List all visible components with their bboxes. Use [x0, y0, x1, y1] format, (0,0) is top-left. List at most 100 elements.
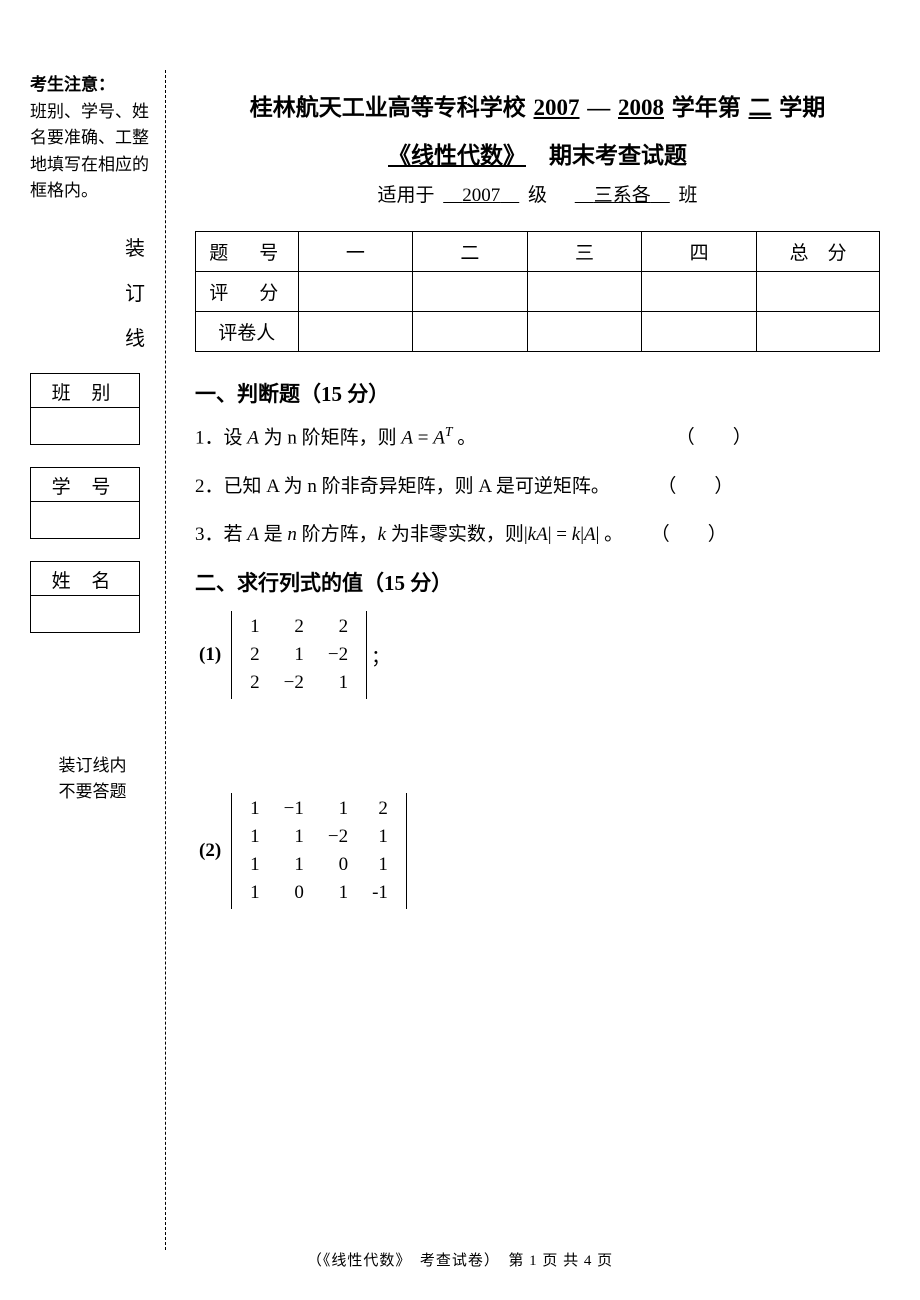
row-label: 评 分: [196, 272, 299, 312]
score-cell[interactable]: [298, 272, 413, 312]
field-label: 姓 名: [31, 562, 139, 596]
problem-label: (2): [199, 840, 221, 862]
q-text: 3．若: [195, 524, 247, 545]
score-cell[interactable]: [756, 272, 879, 312]
grader-cell[interactable]: [756, 312, 879, 352]
field-label: 学 号: [31, 468, 139, 502]
main-content: 桂林航天工业高等专科学校 2007 — 2008 学年第 二 学期 《线性代数》…: [195, 70, 880, 909]
det-cell: -1: [360, 879, 400, 907]
det-cell: 1: [238, 613, 272, 641]
field-box-student-id: 学 号: [30, 467, 140, 539]
col-header: 二: [413, 232, 528, 272]
binding-char: 线: [30, 322, 145, 351]
table-row: 评卷人: [196, 312, 880, 352]
department: 三系各: [571, 185, 674, 206]
grader-cell[interactable]: [642, 312, 757, 352]
det-cell: 1: [360, 823, 400, 851]
grader-cell[interactable]: [527, 312, 642, 352]
col-header: 三: [527, 232, 642, 272]
math-var: kA: [528, 524, 548, 545]
math-var: k: [572, 524, 580, 545]
page-title-line1: 桂林航天工业高等专科学校 2007 — 2008 学年第 二 学期: [195, 88, 880, 122]
answer-paren[interactable]: （ ）: [657, 471, 733, 503]
section1-title: 一、判断题（15 分）: [195, 378, 880, 408]
score-table: 题 号 一 二 三 四 总 分 评 分 评卷人: [195, 231, 880, 352]
det-cell: 2: [316, 613, 360, 641]
det-cell: 0: [272, 879, 316, 907]
school-name: 桂林航天工业高等专科学校: [250, 95, 526, 120]
question-1: 1．设 A 为 n 阶矩阵，则 A = AT 。 （ ）: [195, 420, 880, 455]
applicable-line: 适用于 2007 级 三系各 班: [195, 180, 880, 207]
math-eq: =: [413, 427, 433, 448]
math-var: k: [378, 524, 386, 545]
q-text: 。: [599, 524, 623, 545]
det-cell: 1: [272, 641, 316, 669]
sem-pre: 学年第: [672, 95, 741, 120]
question-3: 3．若 A 是 n 阶方阵，k 为非零实数，则|kA| = k|A| 。 （ ）: [195, 519, 880, 551]
grade-suffix: 级: [528, 185, 547, 206]
det-cell: 0: [316, 851, 360, 879]
row-label: 题 号: [196, 232, 299, 272]
det-problem-1: (1) 122 21−2 2−21 ；: [199, 611, 880, 699]
det-cell: −2: [316, 823, 360, 851]
sidebar: 考生注意： 班别、学号、姓名要准确、工整地填写在相应的框格内。 装 订 线 班 …: [30, 70, 155, 804]
q-text: 是: [259, 524, 288, 545]
row-label: 评卷人: [196, 312, 299, 352]
col-header: 四: [642, 232, 757, 272]
grader-cell[interactable]: [298, 312, 413, 352]
answer-paren[interactable]: （ ）: [676, 422, 752, 454]
det-cell: 1: [238, 879, 272, 907]
binding-label: 装 订 线: [30, 232, 155, 351]
col-header: 一: [298, 232, 413, 272]
score-cell[interactable]: [642, 272, 757, 312]
det-problem-2: (2) 1−112 11−21 1101 101-1: [199, 793, 880, 909]
det-cell: 2: [238, 669, 272, 697]
exam-kind: 期末考查试题: [549, 143, 687, 168]
year-start: 2007: [532, 95, 582, 120]
determinant: 1−112 11−21 1101 101-1: [231, 793, 407, 909]
det-cell: 1: [272, 851, 316, 879]
binding-char: 装: [30, 232, 145, 261]
score-cell[interactable]: [527, 272, 642, 312]
col-header: 总 分: [756, 232, 879, 272]
score-cell[interactable]: [413, 272, 528, 312]
page-title-line2: 《线性代数》 期末考查试题: [195, 136, 880, 170]
math-var: A: [247, 524, 259, 545]
field-blank[interactable]: [31, 596, 139, 632]
notice-title: 考生注意：: [30, 70, 155, 95]
det-after: ；: [371, 642, 390, 669]
det-cell: 1: [316, 879, 360, 907]
field-blank[interactable]: [31, 408, 139, 444]
answer-paren[interactable]: （ ）: [651, 519, 727, 551]
table-row: 题 号 一 二 三 四 总 分: [196, 232, 880, 272]
problem-label: (1): [199, 644, 221, 666]
binding-dashed-line: [165, 70, 166, 1250]
det-cell: 1: [238, 851, 272, 879]
q-text: 为非零实数，则: [386, 524, 524, 545]
page-footer: （《线性代数》 考查试卷） 第 1 页 共 4 页: [0, 1249, 920, 1270]
grade-year: 2007: [439, 185, 523, 206]
det-cell: 1: [360, 851, 400, 879]
det-cell: 2: [272, 613, 316, 641]
q-text: 为 n 阶矩阵，则: [259, 427, 402, 448]
q-text: 。: [452, 427, 476, 448]
notice-body: 班别、学号、姓名要准确、工整地填写在相应的框格内。: [30, 99, 155, 204]
question-2: 2．已知 A 为 n 阶非奇异矩阵，则 A 是可逆矩阵。 （ ）: [195, 471, 880, 503]
det-cell: 1: [316, 669, 360, 697]
grader-cell[interactable]: [413, 312, 528, 352]
field-blank[interactable]: [31, 502, 139, 538]
det-cell: 1: [238, 823, 272, 851]
math-var: A: [433, 427, 445, 448]
field-box-class: 班 别: [30, 373, 140, 445]
det-cell: 2: [360, 795, 400, 823]
det-cell: 1: [238, 795, 272, 823]
math-var: A: [247, 427, 259, 448]
det-cell: 2: [238, 641, 272, 669]
q-text: 1．设: [195, 427, 247, 448]
binding-note-line: 装订线内: [30, 753, 155, 779]
det-cell: −2: [272, 669, 316, 697]
math-eq: =: [552, 524, 572, 545]
math-var: A: [584, 524, 596, 545]
class-suffix: 班: [679, 185, 698, 206]
binding-note: 装订线内 不要答题: [30, 753, 155, 804]
